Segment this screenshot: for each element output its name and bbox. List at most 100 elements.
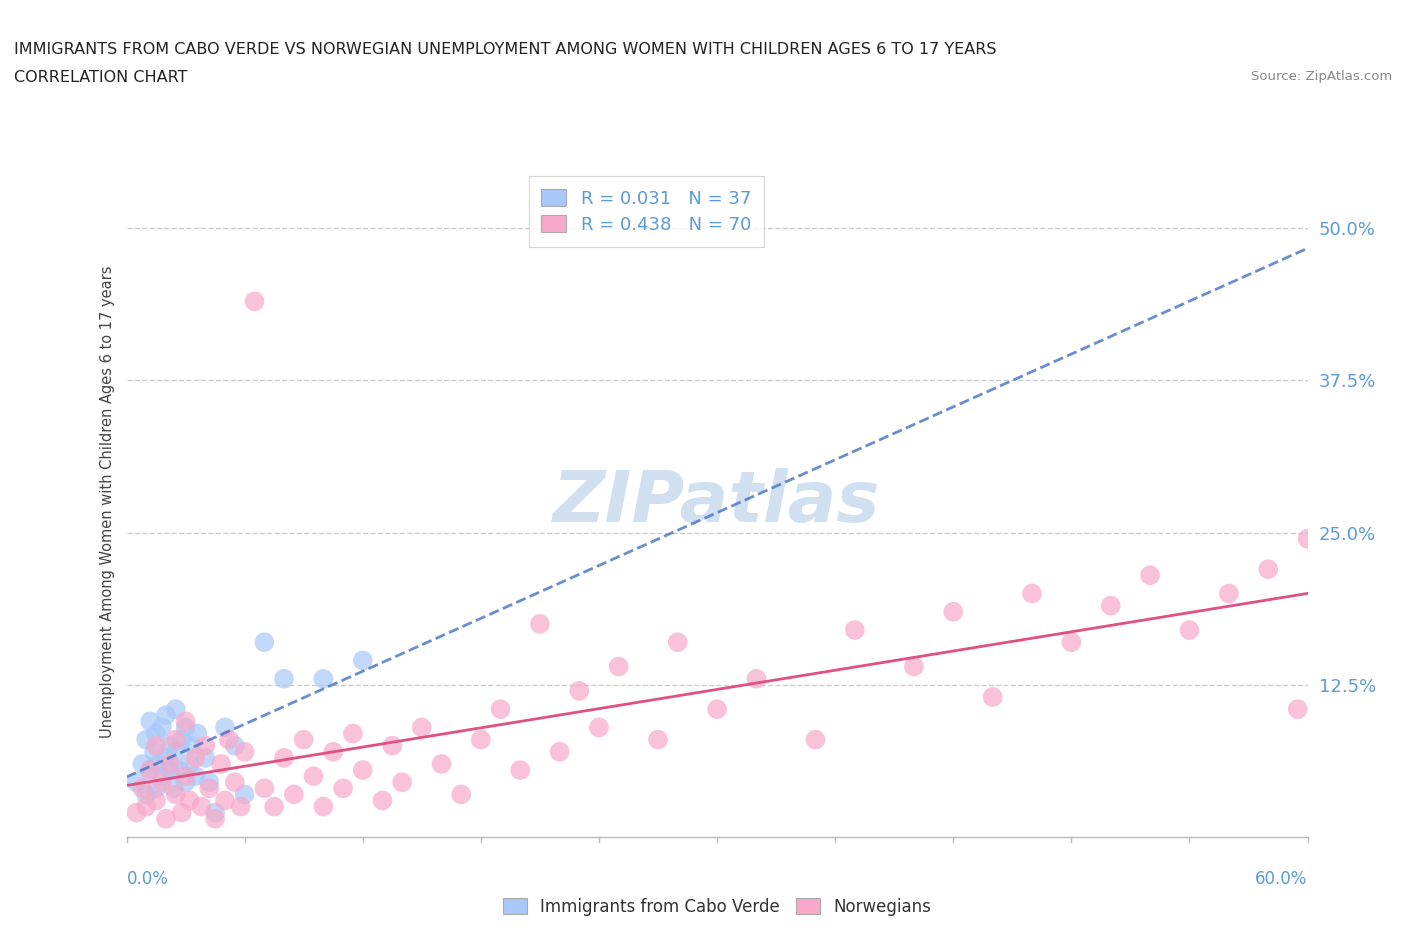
- Point: [165, 702, 187, 717]
- Point: [292, 732, 315, 747]
- Point: [411, 720, 433, 735]
- Point: [155, 708, 177, 723]
- Point: [1021, 586, 1043, 601]
- Point: [198, 775, 221, 790]
- Point: [312, 799, 335, 814]
- Point: [165, 744, 187, 759]
- Point: [229, 799, 252, 814]
- Point: [283, 787, 305, 802]
- Text: ZIPatlas: ZIPatlas: [554, 468, 880, 537]
- Point: [470, 732, 492, 747]
- Text: CORRELATION CHART: CORRELATION CHART: [14, 70, 187, 85]
- Point: [263, 799, 285, 814]
- Point: [322, 744, 344, 759]
- Point: [342, 726, 364, 741]
- Point: [190, 799, 212, 814]
- Point: [204, 811, 226, 826]
- Point: [194, 738, 217, 753]
- Point: [150, 720, 173, 735]
- Point: [981, 689, 1004, 704]
- Point: [146, 756, 169, 771]
- Point: [174, 714, 197, 729]
- Point: [159, 738, 181, 753]
- Point: [224, 775, 246, 790]
- Point: [198, 781, 221, 796]
- Point: [135, 787, 157, 802]
- Point: [163, 781, 186, 796]
- Point: [253, 781, 276, 796]
- Point: [145, 793, 167, 808]
- Point: [844, 622, 866, 637]
- Point: [179, 756, 201, 771]
- Point: [165, 787, 187, 802]
- Point: [194, 751, 217, 765]
- Point: [214, 720, 236, 735]
- Point: [131, 756, 153, 771]
- Point: [139, 714, 162, 729]
- Point: [352, 763, 374, 777]
- Point: [224, 738, 246, 753]
- Point: [529, 617, 551, 631]
- Point: [253, 635, 276, 650]
- Point: [150, 775, 173, 790]
- Legend: Immigrants from Cabo Verde, Norwegians: Immigrants from Cabo Verde, Norwegians: [503, 897, 931, 916]
- Point: [647, 732, 669, 747]
- Point: [233, 744, 256, 759]
- Point: [745, 671, 768, 686]
- Point: [155, 811, 177, 826]
- Point: [184, 751, 207, 765]
- Point: [312, 671, 335, 686]
- Point: [233, 787, 256, 802]
- Point: [170, 732, 193, 747]
- Point: [204, 805, 226, 820]
- Point: [273, 671, 295, 686]
- Point: [170, 805, 193, 820]
- Point: [125, 805, 148, 820]
- Point: [548, 744, 571, 759]
- Point: [159, 763, 181, 777]
- Point: [214, 793, 236, 808]
- Y-axis label: Unemployment Among Women with Children Ages 6 to 17 years: Unemployment Among Women with Children A…: [100, 266, 115, 738]
- Point: [903, 659, 925, 674]
- Text: Source: ZipAtlas.com: Source: ZipAtlas.com: [1251, 70, 1392, 83]
- Text: 60.0%: 60.0%: [1256, 870, 1308, 887]
- Point: [381, 738, 404, 753]
- Point: [588, 720, 610, 735]
- Point: [150, 769, 173, 784]
- Point: [489, 702, 512, 717]
- Point: [186, 726, 208, 741]
- Point: [332, 781, 354, 796]
- Point: [1139, 568, 1161, 583]
- Point: [302, 769, 325, 784]
- Point: [1257, 562, 1279, 577]
- Point: [139, 763, 162, 777]
- Point: [243, 294, 266, 309]
- Point: [1296, 531, 1319, 546]
- Point: [180, 738, 202, 753]
- Point: [666, 635, 689, 650]
- Point: [139, 763, 162, 777]
- Point: [450, 787, 472, 802]
- Point: [135, 799, 157, 814]
- Point: [143, 744, 166, 759]
- Point: [145, 738, 167, 753]
- Point: [942, 604, 965, 619]
- Point: [804, 732, 827, 747]
- Point: [568, 684, 591, 698]
- Point: [391, 775, 413, 790]
- Point: [125, 775, 148, 790]
- Point: [273, 751, 295, 765]
- Point: [352, 653, 374, 668]
- Point: [1099, 598, 1122, 613]
- Point: [179, 793, 201, 808]
- Point: [165, 732, 187, 747]
- Point: [218, 732, 240, 747]
- Point: [607, 659, 630, 674]
- Text: IMMIGRANTS FROM CABO VERDE VS NORWEGIAN UNEMPLOYMENT AMONG WOMEN WITH CHILDREN A: IMMIGRANTS FROM CABO VERDE VS NORWEGIAN …: [14, 42, 997, 57]
- Point: [131, 781, 153, 796]
- Point: [1286, 702, 1309, 717]
- Point: [184, 769, 207, 784]
- Point: [209, 756, 232, 771]
- Point: [174, 720, 197, 735]
- Point: [135, 732, 157, 747]
